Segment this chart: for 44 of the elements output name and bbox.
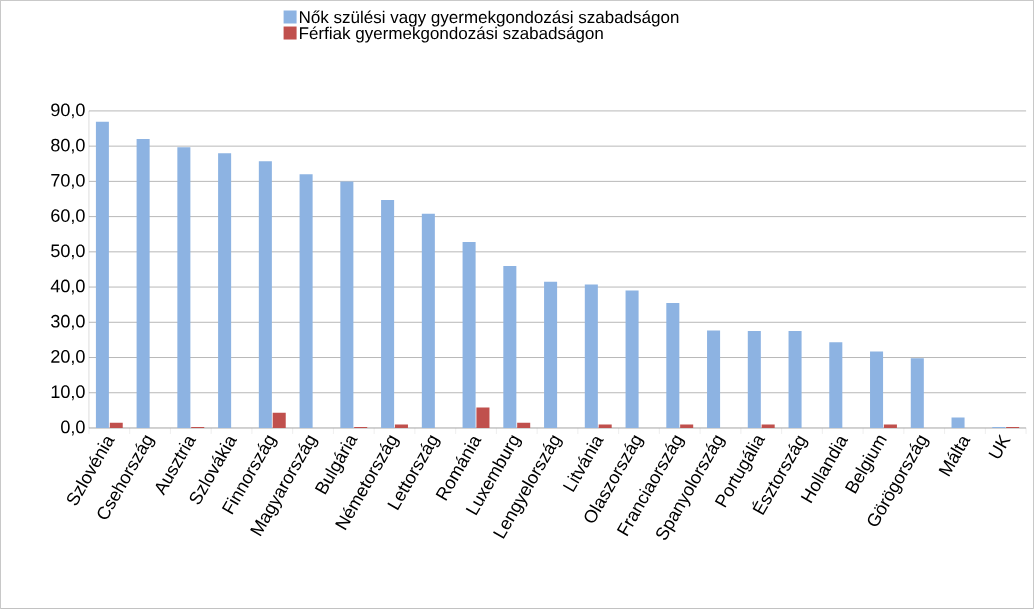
y-tick-label: 0,0: [61, 420, 85, 436]
bar: [625, 290, 639, 429]
y-tick-label: 70,0: [51, 173, 85, 189]
bar: [707, 330, 721, 429]
bar: [258, 161, 272, 429]
bar: [680, 424, 694, 429]
y-tick-label: 30,0: [51, 314, 85, 330]
bar: [870, 351, 884, 429]
bar: [272, 412, 286, 429]
legend-label: Férfiak gyermekgondozási szabadságon: [299, 26, 603, 43]
bar: [503, 265, 517, 429]
bar: [381, 200, 395, 429]
y-tick-label: 40,0: [50, 279, 85, 295]
bar: [462, 242, 476, 429]
bar: [394, 424, 408, 429]
bar: [218, 153, 232, 429]
bar: [340, 181, 354, 429]
bar: [951, 417, 965, 429]
bar: [544, 281, 558, 429]
bar: [177, 147, 191, 429]
bar: [421, 213, 435, 429]
bar: [747, 331, 761, 429]
y-tick-label: 20,0: [51, 350, 85, 365]
legend-label: Nők szülési vagy gyermekgondozási szabadságon: [299, 10, 679, 27]
bar: [788, 331, 802, 429]
y-tick-label: 80,0: [51, 138, 85, 154]
bar: [584, 284, 598, 429]
bar: [666, 302, 680, 429]
bar: [598, 424, 612, 429]
bar: [136, 139, 150, 429]
y-tick-label: 90,0: [51, 103, 85, 119]
bar: [476, 407, 490, 429]
bar: [910, 358, 924, 429]
y-tick-label: 10,0: [51, 385, 85, 401]
y-tick-label: 60,0: [51, 209, 85, 225]
bar: [883, 424, 897, 429]
x-tick-label: UK: [988, 433, 1011, 459]
bar: [299, 174, 313, 429]
bar: [517, 422, 531, 429]
bar: [109, 422, 123, 429]
bar: [829, 342, 843, 429]
y-tick-label: 50,0: [51, 244, 85, 260]
bar: [761, 424, 775, 429]
bar: [95, 121, 109, 429]
